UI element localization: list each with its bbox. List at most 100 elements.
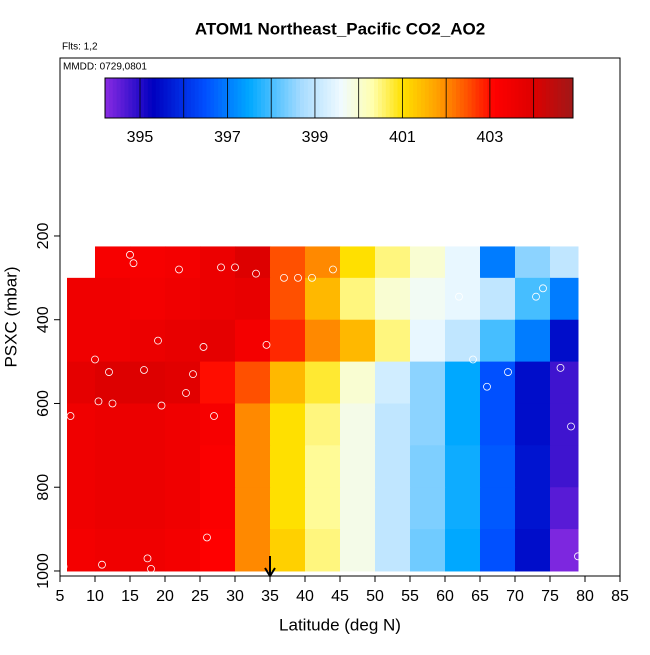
colorbar-swatch xyxy=(183,78,188,118)
dates-note: MMDD: 0729,0801 xyxy=(63,62,147,73)
colorbar-swatch xyxy=(218,78,223,118)
colorbar-swatch xyxy=(171,78,176,118)
heat-cell xyxy=(480,319,516,363)
heat-cell xyxy=(375,277,411,321)
heat-cell xyxy=(165,487,201,530)
colorbar-swatch xyxy=(381,78,387,118)
colorbar-swatch xyxy=(374,78,379,118)
colorbar-swatch xyxy=(495,78,500,118)
colorbar-swatch xyxy=(159,78,164,118)
colorbar-swatch xyxy=(526,78,531,118)
colorbar-swatch xyxy=(448,78,453,118)
colorbar-swatch xyxy=(284,78,289,118)
heat-cell xyxy=(95,277,131,321)
heat-cell xyxy=(67,319,96,363)
colorbar-swatch xyxy=(518,78,523,118)
colorbar-swatch xyxy=(151,78,157,118)
track-point xyxy=(308,273,316,282)
heat-cell xyxy=(340,487,376,530)
heat-cell xyxy=(165,361,201,404)
colorbar-swatch xyxy=(342,78,348,118)
colorbar-swatch xyxy=(393,78,398,118)
heat-cell xyxy=(200,319,236,363)
track-point xyxy=(217,263,225,272)
heat-cell xyxy=(95,403,131,446)
colorbar-swatch xyxy=(506,78,512,118)
colorbar-tick-label: 397 xyxy=(214,129,241,146)
x-tick-label: 45 xyxy=(331,588,349,605)
track-point xyxy=(147,564,155,573)
colorbar-swatch xyxy=(420,78,426,118)
colorbar-swatch xyxy=(561,78,566,118)
colorbar-swatch xyxy=(549,78,554,118)
heat-cell xyxy=(515,361,551,404)
track-point xyxy=(157,401,166,410)
x-tick-label: 65 xyxy=(471,588,489,605)
heat-cell xyxy=(375,529,411,572)
colorbar-swatch xyxy=(335,78,340,118)
track-point xyxy=(91,355,99,364)
heat-cell xyxy=(515,445,551,488)
colorbar-swatch xyxy=(323,78,328,118)
heat-cell xyxy=(95,487,131,530)
colorbar-swatch xyxy=(424,78,430,118)
colorbar-swatch xyxy=(311,78,317,118)
y-tick-label: 800 xyxy=(35,474,52,501)
colorbar-swatch xyxy=(405,78,410,118)
heat-cell xyxy=(445,246,481,279)
heat-cell xyxy=(200,487,236,530)
heat-cell xyxy=(515,246,551,279)
x-tick-label: 50 xyxy=(366,588,384,605)
colorbar-swatch xyxy=(514,78,519,118)
x-tick-label: 60 xyxy=(436,588,454,605)
heat-cell xyxy=(200,529,236,572)
heat-cell xyxy=(305,277,341,321)
colorbar-swatch xyxy=(163,78,168,118)
track-point xyxy=(539,284,547,293)
heat-cell xyxy=(445,403,481,446)
colorbar-swatch xyxy=(358,78,363,118)
heat-cell xyxy=(130,445,166,488)
colorbar-swatch xyxy=(210,78,215,118)
colorbar-swatch xyxy=(471,78,476,118)
colorbar-swatch xyxy=(370,78,375,118)
colorbar-swatch xyxy=(167,78,172,118)
colorbar-swatch xyxy=(280,78,285,118)
track-point xyxy=(143,554,152,563)
colorbar-swatch xyxy=(463,78,469,118)
heat-cell xyxy=(270,487,306,530)
heat-cell xyxy=(305,445,341,488)
colorbar-swatch xyxy=(366,78,371,118)
colorbar-swatch xyxy=(498,78,504,118)
heat-cell xyxy=(200,277,236,321)
heat-cell xyxy=(340,319,376,363)
colorbar-swatch xyxy=(417,78,422,118)
track-point xyxy=(66,412,75,420)
heat-cell xyxy=(270,319,306,363)
track-point xyxy=(140,366,148,374)
colorbar-swatch xyxy=(339,78,344,118)
colorbar-swatch xyxy=(530,78,535,118)
heat-cell xyxy=(67,529,96,572)
colorbar-swatch xyxy=(319,78,324,118)
track-point xyxy=(108,399,117,408)
colorbar-swatch xyxy=(124,78,129,118)
heat-cell xyxy=(67,487,96,530)
heat-cell xyxy=(235,529,271,572)
colorbar-swatch xyxy=(467,78,473,118)
colorbar-swatch xyxy=(409,78,414,118)
colorbar-tick-label: 403 xyxy=(477,129,504,146)
heat-cell xyxy=(165,403,201,446)
colorbar-swatch xyxy=(303,78,309,118)
x-tick-label: 10 xyxy=(86,588,104,605)
colorbar-swatch xyxy=(413,78,418,118)
track-point xyxy=(59,562,68,571)
colorbar-swatch xyxy=(276,78,281,118)
track-point xyxy=(199,343,208,351)
track-point xyxy=(504,368,512,376)
heat-cell xyxy=(340,403,376,446)
colorbar-swatch xyxy=(292,78,297,118)
track-point xyxy=(220,232,229,240)
colorbar-swatch xyxy=(296,78,301,118)
heat-cell xyxy=(480,529,516,572)
